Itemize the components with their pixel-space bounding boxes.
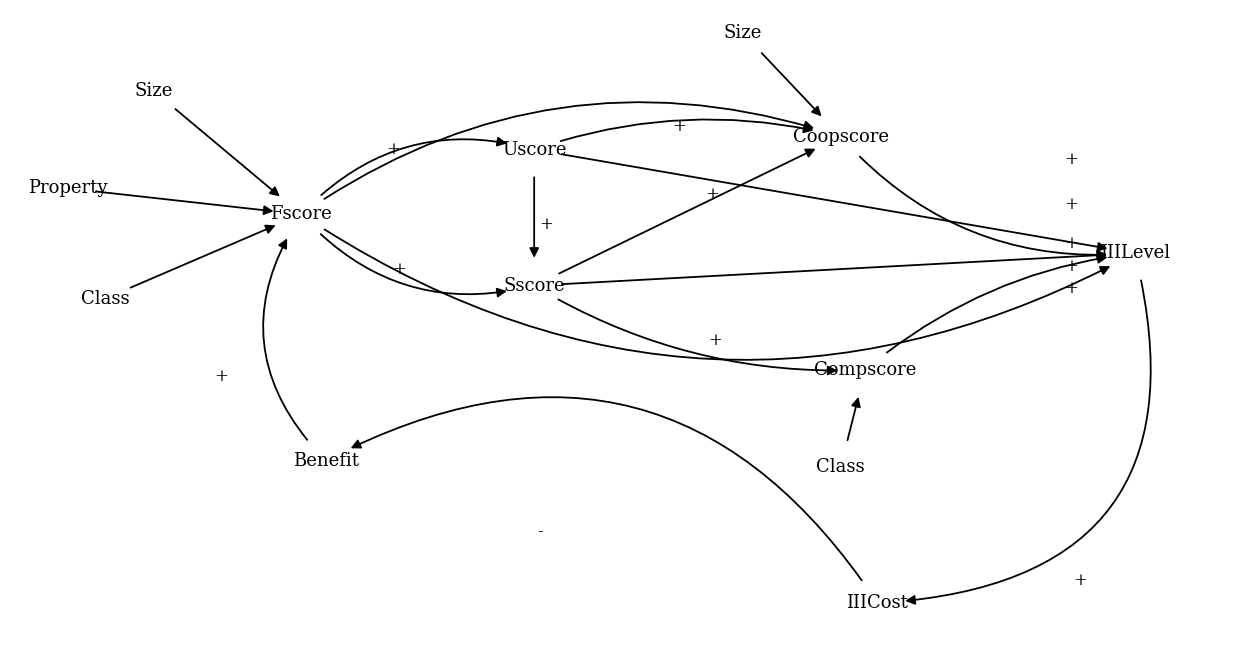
FancyArrowPatch shape <box>321 234 505 297</box>
FancyArrowPatch shape <box>887 255 1106 353</box>
Text: +: + <box>392 261 407 278</box>
Text: +: + <box>1064 196 1078 213</box>
Text: +: + <box>1064 151 1078 167</box>
FancyArrowPatch shape <box>531 177 538 256</box>
Text: Uscore: Uscore <box>502 140 567 158</box>
FancyArrowPatch shape <box>175 109 278 195</box>
Text: Benefit: Benefit <box>293 451 358 469</box>
FancyArrowPatch shape <box>562 252 1105 284</box>
Text: Fscore: Fscore <box>270 205 332 223</box>
Text: IIICost: IIICost <box>847 594 909 612</box>
Text: +: + <box>539 216 553 232</box>
FancyArrowPatch shape <box>325 230 1109 360</box>
FancyArrowPatch shape <box>559 150 813 273</box>
Text: Size: Size <box>723 24 761 42</box>
Text: Sscore: Sscore <box>503 277 565 295</box>
Text: Coopscore: Coopscore <box>792 128 889 146</box>
FancyArrowPatch shape <box>562 154 1106 251</box>
Text: +: + <box>1064 235 1078 252</box>
Text: +: + <box>706 187 719 203</box>
Text: +: + <box>1064 258 1078 275</box>
Text: +: + <box>215 368 228 385</box>
Text: Class: Class <box>816 458 866 476</box>
FancyArrowPatch shape <box>558 299 836 374</box>
FancyArrowPatch shape <box>263 240 308 440</box>
Text: Property: Property <box>29 179 108 197</box>
Text: IIILevel: IIILevel <box>1100 244 1171 262</box>
Text: -: - <box>537 524 543 540</box>
Text: +: + <box>1073 572 1086 589</box>
FancyArrowPatch shape <box>95 191 272 214</box>
Text: +: + <box>709 332 723 350</box>
Text: +: + <box>672 118 686 135</box>
Text: Compscore: Compscore <box>813 361 916 379</box>
Text: +: + <box>386 141 401 158</box>
FancyArrowPatch shape <box>859 157 1105 259</box>
FancyArrowPatch shape <box>325 102 812 199</box>
FancyArrowPatch shape <box>761 53 820 115</box>
FancyArrowPatch shape <box>321 138 505 195</box>
FancyArrowPatch shape <box>847 399 859 440</box>
FancyArrowPatch shape <box>908 280 1151 604</box>
FancyArrowPatch shape <box>560 119 812 141</box>
Text: Class: Class <box>81 289 129 308</box>
Text: +: + <box>1064 281 1078 297</box>
FancyArrowPatch shape <box>352 397 862 581</box>
Text: Size: Size <box>135 82 174 100</box>
FancyArrowPatch shape <box>130 226 274 287</box>
